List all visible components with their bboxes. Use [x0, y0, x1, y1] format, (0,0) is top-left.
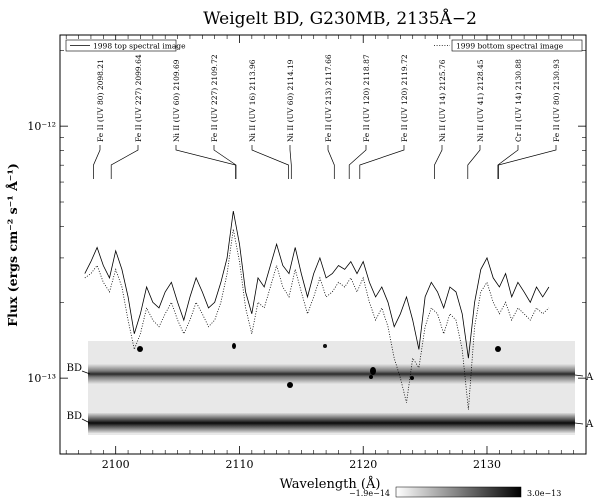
line-id-label: Fe II (UV 213) 2117.66	[324, 54, 333, 142]
line-id-leader	[348, 145, 367, 179]
hot-pixel	[370, 367, 376, 375]
line-id-label: Ni II (UV 60) 2114.19	[286, 59, 295, 142]
y-tick-label: 10⁻¹²	[27, 120, 56, 133]
line-id-leader	[467, 145, 481, 179]
line-id-label: Fe II (UV 80) 2098.21	[96, 59, 105, 142]
spectral-band-top	[88, 364, 575, 384]
line-id-leader	[251, 145, 289, 179]
line-id-label: Cr II (UV 14) 2130.88	[514, 59, 523, 142]
series-line-1	[84, 211, 550, 359]
legend-box	[451, 39, 583, 52]
hot-pixel	[323, 344, 327, 348]
line-id-label: Fe II (UV 227) 2109.72	[210, 54, 219, 142]
line-id-label: Ni II (UV 60) 2109.69	[172, 59, 181, 142]
legend-right: 1999 bottom spectral image	[434, 39, 583, 52]
chart-title: Weigelt BD, G230MB, 2135Å−2	[203, 8, 477, 29]
label-tick	[574, 422, 584, 425]
legend-label: 1998 top spectral image	[93, 42, 186, 51]
label-tick	[81, 370, 91, 375]
legend-box	[65, 39, 177, 52]
axis-ticks: 2100 2110 2120 2130 10⁻¹² 10⁻¹³	[27, 35, 587, 471]
line-id-label: Ni II (UV 41) 2128.45	[476, 59, 485, 142]
line-identifications: Fe II (UV 80) 2098.21 Fe II (UV 227) 2099…	[93, 54, 561, 179]
spectral-image-left-label: BD	[67, 363, 82, 374]
hot-pixel	[410, 376, 414, 380]
series-group	[84, 211, 550, 410]
y-axis-label: Flux (ergs cm⁻² s⁻¹ Å⁻¹)	[5, 163, 20, 327]
legend-label: 1999 bottom spectral image	[456, 42, 564, 51]
legend-left: 1998 top spectral image	[65, 39, 186, 52]
line-id-label: Ni II (UV 16) 2113.96	[248, 59, 257, 142]
hot-pixel	[287, 382, 293, 388]
line-id-label: Ni II (UV 14) 2125.76	[438, 59, 447, 142]
line-id-label: Fe II (UV 120) 2119.72	[400, 54, 409, 142]
line-id-leader	[175, 145, 236, 179]
x-tick-label: 2110	[225, 458, 253, 471]
y-tick-label: 10⁻¹³	[27, 372, 56, 385]
line-id-leader	[93, 145, 101, 179]
spectral-image-right-label: A	[585, 372, 594, 383]
spectral-image	[88, 341, 575, 435]
line-id-leader	[498, 145, 557, 179]
spectral-image-right-label: A	[585, 419, 594, 430]
spectral-band-bottom	[88, 413, 575, 433]
line-id-leader	[110, 145, 139, 179]
x-tick-label: 2100	[102, 458, 130, 471]
label-tick	[574, 374, 584, 377]
colorbar-max-label: 3.0e−13	[527, 489, 561, 498]
x-tick-label: 2130	[473, 458, 501, 471]
line-id-label: Fe II (UV 80) 2130.93	[552, 59, 561, 142]
plot-frame	[59, 34, 587, 455]
hot-pixel	[232, 343, 236, 349]
hot-pixel	[495, 346, 501, 352]
line-id-leader	[289, 145, 292, 179]
line-id-leader	[497, 145, 519, 179]
line-id-leader	[213, 145, 237, 179]
line-id-leader	[359, 145, 405, 179]
line-id-label: Fe II (UV 120) 2118.87	[362, 54, 371, 142]
line-id-leader	[327, 145, 335, 179]
spectral-image-left-label: BD	[67, 411, 82, 422]
colorbar	[395, 486, 522, 498]
hot-pixel	[137, 346, 143, 352]
colorbar-min-label: −1.9e−14	[349, 489, 390, 498]
label-tick	[81, 418, 91, 424]
x-tick-label: 2120	[349, 458, 377, 471]
line-id-leader	[434, 145, 443, 179]
x-axis-label: Wavelength (Å)	[280, 476, 381, 492]
hot-pixel	[369, 375, 373, 379]
line-id-label: Fe II (UV 227) 2099.64	[134, 54, 143, 142]
